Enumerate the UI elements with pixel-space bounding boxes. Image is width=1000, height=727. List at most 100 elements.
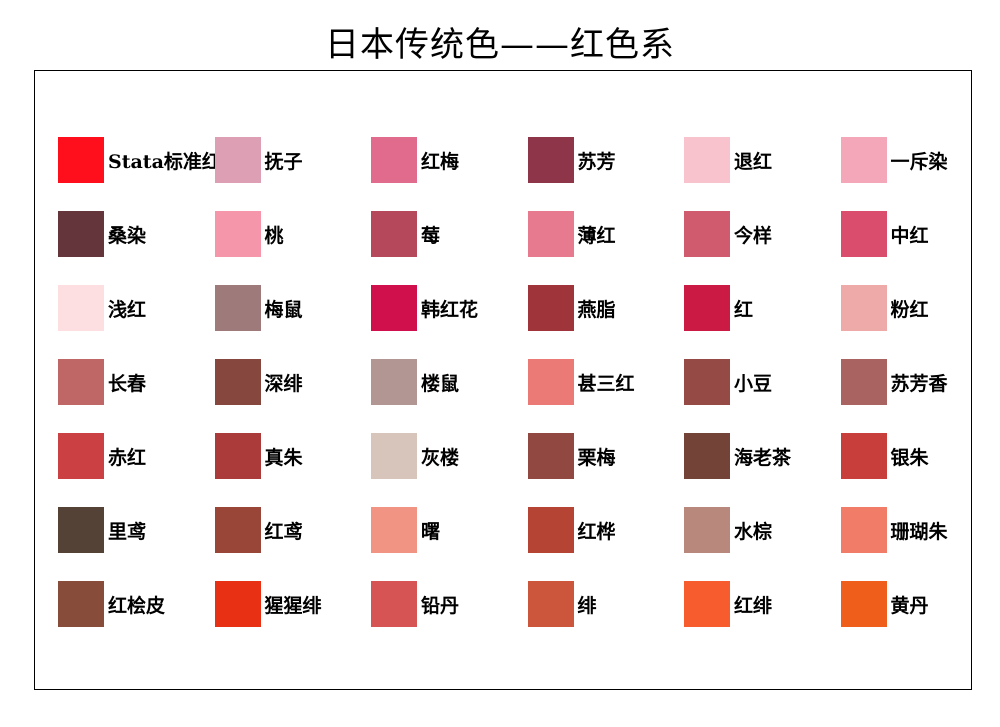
color-swatch-item: 莓 <box>371 211 440 257</box>
color-swatch-label: 赤红 <box>108 446 147 469</box>
color-swatch-item: 猩猩绯 <box>214 581 322 627</box>
color-swatch <box>214 211 261 257</box>
color-swatch-label: 浅红 <box>108 298 147 321</box>
color-swatch-label: 红桦 <box>577 520 616 543</box>
color-swatch-item: 海老茶 <box>684 433 791 479</box>
color-swatch <box>527 507 574 553</box>
color-swatch <box>371 581 417 627</box>
color-swatch-item: 粉红 <box>840 285 929 331</box>
color-swatch <box>58 137 104 183</box>
color-swatch <box>371 137 417 183</box>
color-swatch-label: 甚三红 <box>577 372 635 395</box>
color-swatch-item: 绯 <box>527 581 597 627</box>
color-swatch <box>527 359 574 405</box>
color-swatch-label: 粉红 <box>890 298 929 321</box>
color-swatch <box>684 359 730 405</box>
color-swatch-label: 梅鼠 <box>264 298 303 321</box>
color-swatch-label: 长春 <box>108 372 147 395</box>
color-swatch-item: 深绯 <box>214 359 303 405</box>
color-swatch-label: 深绯 <box>264 372 303 395</box>
color-swatch-label: 绯 <box>577 594 597 617</box>
color-swatch-item: 小豆 <box>684 359 772 405</box>
color-swatch-label: 燕脂 <box>577 298 616 321</box>
color-swatch <box>527 581 574 627</box>
color-swatch-label: 红鸢 <box>264 520 303 543</box>
color-swatch-item: 桑染 <box>58 211 146 257</box>
color-swatch-label: 红桧皮 <box>108 594 166 617</box>
color-swatch <box>527 137 574 183</box>
color-swatch-label: 珊瑚朱 <box>890 520 948 543</box>
color-swatch-label: 灰楼 <box>421 446 460 469</box>
color-swatch-item: 梅鼠 <box>214 285 303 331</box>
color-swatch-label: 薄红 <box>577 224 616 247</box>
color-swatch-label: 中红 <box>890 224 929 247</box>
color-swatch-item: 浅红 <box>58 285 146 331</box>
color-swatch-label: 猩猩绯 <box>264 594 322 617</box>
color-swatch-label: 退红 <box>734 150 773 173</box>
color-swatch <box>684 211 730 257</box>
color-swatch <box>527 211 574 257</box>
color-swatch <box>214 285 261 331</box>
color-swatch <box>840 433 887 479</box>
color-swatch-label: 韩红花 <box>421 298 479 321</box>
color-swatch-item: 栗梅 <box>527 433 616 479</box>
color-swatch-item: 水棕 <box>684 507 772 553</box>
color-swatch <box>840 285 887 331</box>
color-swatch-item: 红梅 <box>371 137 459 183</box>
color-swatch-item: 曙 <box>371 507 440 553</box>
color-swatch-label: 桃 <box>264 224 284 247</box>
color-swatch <box>214 359 261 405</box>
color-swatch-item: 中红 <box>840 211 929 257</box>
color-swatch-label: 抚子 <box>264 150 303 173</box>
chart-frame <box>34 70 972 690</box>
color-swatch <box>527 285 574 331</box>
chart-title: 日本传统色——红色系 <box>325 25 675 65</box>
color-swatch-label: 水棕 <box>734 520 773 543</box>
color-swatch-item: 桃 <box>214 211 284 257</box>
color-swatch-item: 灰楼 <box>371 433 459 479</box>
color-swatch-item: 退红 <box>684 137 772 183</box>
color-swatch-label: 楼鼠 <box>421 372 460 395</box>
color-swatch-label: Stata标准红 <box>108 150 221 173</box>
color-swatch <box>58 507 104 553</box>
color-swatch-item: 红 <box>684 285 753 331</box>
color-swatch-item: 珊瑚朱 <box>840 507 948 553</box>
color-swatch-item: 楼鼠 <box>371 359 459 405</box>
color-swatch-item: 赤红 <box>58 433 146 479</box>
color-swatch <box>214 137 261 183</box>
color-swatch <box>58 433 104 479</box>
color-swatch-item: 里鸢 <box>58 507 146 553</box>
color-swatch-label: 红 <box>734 298 754 321</box>
color-swatch-item: 甚三红 <box>527 359 635 405</box>
color-swatch-label: 苏芳香 <box>890 372 948 395</box>
color-swatch-item: 苏芳香 <box>840 359 948 405</box>
color-swatch <box>371 433 417 479</box>
color-swatch <box>214 507 261 553</box>
color-swatch <box>684 285 730 331</box>
color-swatch-item: 抚子 <box>214 137 303 183</box>
color-swatch-item: 红鸢 <box>214 507 303 553</box>
color-swatch-item: Stata标准红 <box>58 137 221 183</box>
color-swatch <box>684 507 730 553</box>
color-swatch-label: 真朱 <box>264 446 303 469</box>
color-swatch <box>371 507 417 553</box>
color-swatch-label: 栗梅 <box>577 446 616 469</box>
color-swatch-label: 里鸢 <box>108 520 147 543</box>
color-swatch-item: 薄红 <box>527 211 616 257</box>
color-swatch <box>58 285 104 331</box>
color-swatch-item: 苏芳 <box>527 137 616 183</box>
color-swatch <box>371 359 417 405</box>
color-swatch-label: 铅丹 <box>421 594 460 617</box>
color-swatch-item: 红绯 <box>684 581 772 627</box>
color-swatch-item: 红桧皮 <box>58 581 165 627</box>
color-swatch-label: 一斥染 <box>890 150 948 173</box>
color-swatch <box>684 581 730 627</box>
color-swatch <box>840 507 887 553</box>
color-swatch-item: 韩红花 <box>371 285 478 331</box>
color-swatch-item: 红桦 <box>527 507 616 553</box>
color-swatch-item: 今样 <box>684 211 772 257</box>
color-swatch-item: 真朱 <box>214 433 303 479</box>
color-swatch-item: 一斥染 <box>840 137 948 183</box>
color-swatch <box>58 211 104 257</box>
